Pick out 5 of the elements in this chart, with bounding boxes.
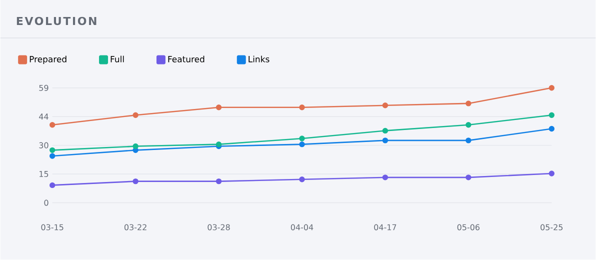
legend-label: Featured [168, 56, 204, 63]
legend-label: Links [248, 56, 270, 63]
legend-label: Prepared [30, 56, 66, 64]
legend-label: Full [110, 56, 124, 63]
chart-title: EVOLUTION [16, 16, 96, 26]
